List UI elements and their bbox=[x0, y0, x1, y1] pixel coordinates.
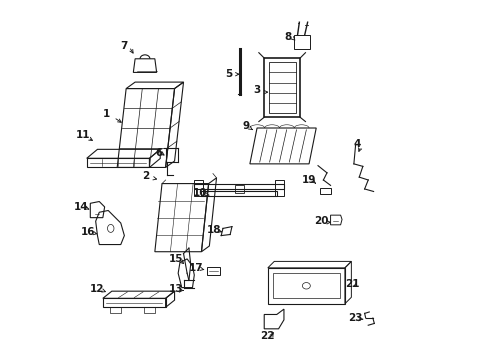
Text: 14: 14 bbox=[74, 202, 88, 212]
Text: 18: 18 bbox=[206, 225, 221, 235]
Text: 16: 16 bbox=[81, 227, 96, 237]
Text: 5: 5 bbox=[224, 69, 231, 79]
Text: 21: 21 bbox=[344, 279, 359, 289]
Text: 1: 1 bbox=[102, 109, 110, 119]
Text: 15: 15 bbox=[169, 254, 183, 264]
Text: 11: 11 bbox=[76, 130, 90, 140]
Text: 6: 6 bbox=[155, 148, 163, 158]
Text: 20: 20 bbox=[314, 216, 328, 226]
Text: 7: 7 bbox=[121, 41, 128, 50]
Text: 2: 2 bbox=[142, 171, 149, 181]
Text: 12: 12 bbox=[90, 284, 104, 294]
Text: 23: 23 bbox=[348, 313, 362, 323]
Text: 17: 17 bbox=[188, 263, 203, 273]
Text: 19: 19 bbox=[301, 175, 316, 185]
Text: 13: 13 bbox=[169, 284, 183, 294]
Text: 10: 10 bbox=[192, 188, 206, 198]
Text: 22: 22 bbox=[260, 331, 274, 341]
Text: 4: 4 bbox=[353, 139, 361, 149]
Text: 8: 8 bbox=[284, 32, 290, 41]
Text: 3: 3 bbox=[253, 85, 260, 95]
Text: 9: 9 bbox=[242, 121, 249, 131]
